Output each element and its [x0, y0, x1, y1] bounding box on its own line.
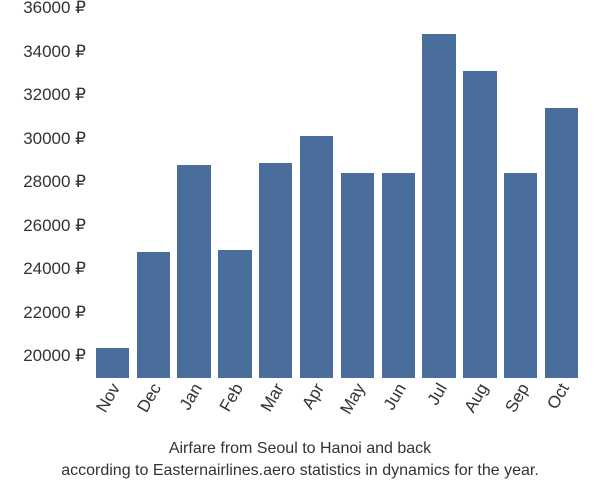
x-tick-label: Jan — [172, 378, 206, 414]
y-tick-label: 30000 ₽ — [23, 129, 92, 149]
x-tick-label: Dec — [130, 378, 166, 416]
x-tick-label: Feb — [212, 378, 247, 415]
bar — [259, 163, 292, 378]
y-tick-label: 26000 ₽ — [23, 216, 92, 236]
bar — [341, 173, 374, 378]
airfare-bar-chart: 20000 ₽ 22000 ₽ 24000 ₽ 26000 ₽ 28000 ₽ 30000… — [0, 0, 600, 500]
bar — [382, 173, 415, 378]
plot-area: 20000 ₽22000 ₽24000 ₽26000 ₽28000 ₽30000… — [92, 8, 582, 378]
bar — [545, 108, 578, 378]
y-tick-label: 20000 ₽ — [23, 346, 92, 366]
y-tick-label: 28000 ₽ — [23, 172, 92, 192]
bar — [463, 71, 496, 378]
x-tick-label: Mar — [253, 378, 288, 415]
x-tick-label: Oct — [540, 378, 574, 413]
bar — [422, 34, 455, 378]
bar — [300, 136, 333, 378]
y-tick-label: 34000 ₽ — [23, 42, 92, 62]
y-tick-label: 24000 ₽ — [23, 259, 92, 279]
chart-caption: Airfare from Seoul to Hanoi and backacco… — [0, 438, 600, 481]
x-tick-label: Jun — [376, 378, 410, 414]
y-tick-label: 22000 ₽ — [23, 303, 92, 323]
bar — [137, 252, 170, 378]
bar — [96, 348, 129, 378]
y-tick-label: 36000 ₽ — [23, 0, 92, 18]
x-tick-label: Aug — [457, 378, 493, 416]
bar — [218, 250, 251, 378]
caption-line: according to Easternairlines.aero statis… — [0, 460, 600, 482]
caption-line: Airfare from Seoul to Hanoi and back — [0, 438, 600, 460]
bar — [177, 165, 210, 378]
bar — [504, 173, 537, 378]
x-tick-label: Nov — [89, 378, 125, 416]
y-tick-label: 32000 ₽ — [23, 85, 92, 105]
x-tick-label: Apr — [295, 378, 329, 413]
x-tick-label: May — [333, 378, 370, 418]
x-tick-label: Sep — [497, 378, 533, 416]
x-tick-label: Jul — [420, 378, 452, 409]
